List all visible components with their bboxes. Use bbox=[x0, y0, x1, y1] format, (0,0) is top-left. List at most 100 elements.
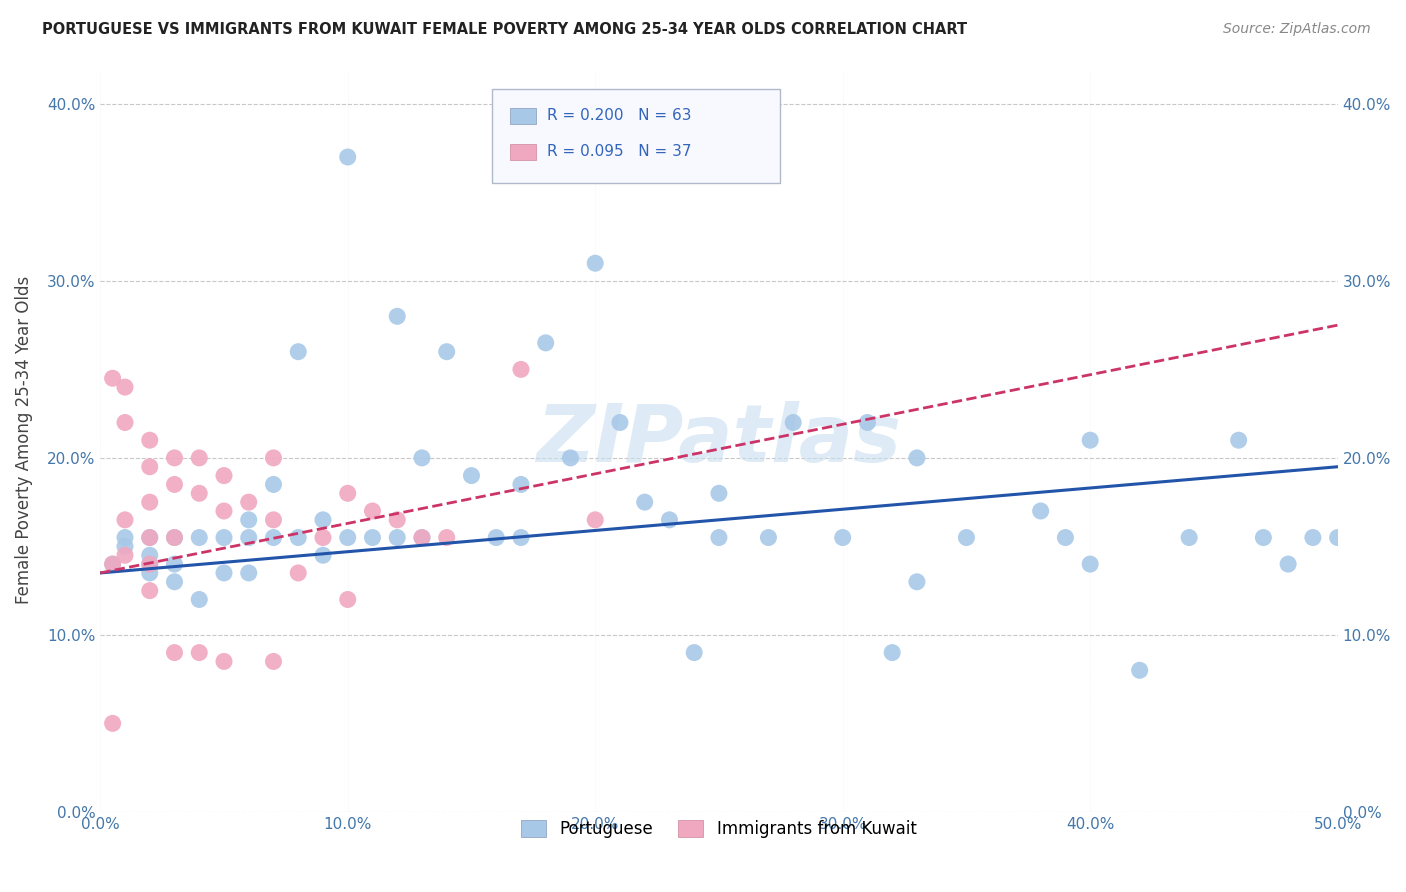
Point bbox=[856, 416, 879, 430]
Point bbox=[238, 531, 260, 545]
Point bbox=[1078, 433, 1101, 447]
Point bbox=[411, 531, 433, 545]
Point bbox=[163, 450, 186, 465]
Point bbox=[436, 344, 458, 359]
Point bbox=[1029, 504, 1052, 518]
Point bbox=[1302, 531, 1324, 545]
Point bbox=[510, 362, 533, 376]
Point bbox=[905, 450, 928, 465]
Point bbox=[1277, 557, 1299, 571]
Point bbox=[831, 531, 853, 545]
Point bbox=[361, 504, 384, 518]
Point bbox=[312, 513, 335, 527]
Point bbox=[609, 416, 631, 430]
Point bbox=[287, 566, 309, 580]
Point bbox=[188, 531, 211, 545]
Point bbox=[683, 646, 706, 660]
Point bbox=[336, 531, 359, 545]
Point bbox=[114, 380, 136, 394]
Point bbox=[114, 531, 136, 545]
Point bbox=[336, 592, 359, 607]
Point bbox=[485, 531, 508, 545]
Point bbox=[163, 574, 186, 589]
Point bbox=[1054, 531, 1077, 545]
Point bbox=[905, 574, 928, 589]
Point bbox=[114, 548, 136, 562]
Point bbox=[238, 566, 260, 580]
Point bbox=[263, 531, 285, 545]
Point bbox=[139, 495, 162, 509]
Text: R = 0.095   N = 37: R = 0.095 N = 37 bbox=[547, 145, 692, 159]
Point bbox=[534, 335, 557, 350]
Point bbox=[139, 531, 162, 545]
Point bbox=[411, 531, 433, 545]
Point bbox=[782, 416, 804, 430]
Point bbox=[658, 513, 681, 527]
Point bbox=[139, 548, 162, 562]
Point bbox=[212, 504, 235, 518]
Point bbox=[955, 531, 977, 545]
Text: ZIPatlas: ZIPatlas bbox=[537, 401, 901, 479]
Point bbox=[238, 513, 260, 527]
Point bbox=[139, 459, 162, 474]
Point bbox=[336, 150, 359, 164]
Text: Source: ZipAtlas.com: Source: ZipAtlas.com bbox=[1223, 22, 1371, 37]
Point bbox=[1227, 433, 1250, 447]
Point bbox=[411, 450, 433, 465]
Point bbox=[1078, 557, 1101, 571]
Point bbox=[510, 531, 533, 545]
Point bbox=[1253, 531, 1275, 545]
Point bbox=[387, 310, 409, 324]
Point bbox=[583, 513, 606, 527]
Point bbox=[634, 495, 657, 509]
Point bbox=[188, 486, 211, 500]
Point bbox=[188, 450, 211, 465]
Point bbox=[163, 531, 186, 545]
Point bbox=[263, 477, 285, 491]
Point bbox=[212, 531, 235, 545]
Point bbox=[312, 548, 335, 562]
Point bbox=[707, 486, 730, 500]
Point bbox=[114, 416, 136, 430]
Point bbox=[238, 495, 260, 509]
Point bbox=[287, 344, 309, 359]
Point bbox=[263, 655, 285, 669]
Point bbox=[101, 716, 124, 731]
Point bbox=[287, 531, 309, 545]
Point bbox=[139, 566, 162, 580]
Point bbox=[188, 646, 211, 660]
Point bbox=[188, 592, 211, 607]
Point bbox=[387, 531, 409, 545]
Point bbox=[212, 566, 235, 580]
Point bbox=[583, 256, 606, 270]
Point bbox=[163, 477, 186, 491]
Point bbox=[101, 557, 124, 571]
Point bbox=[510, 477, 533, 491]
Point bbox=[1326, 531, 1348, 545]
Point bbox=[163, 531, 186, 545]
Point bbox=[139, 557, 162, 571]
Point bbox=[263, 450, 285, 465]
Text: PORTUGUESE VS IMMIGRANTS FROM KUWAIT FEMALE POVERTY AMONG 25-34 YEAR OLDS CORREL: PORTUGUESE VS IMMIGRANTS FROM KUWAIT FEM… bbox=[42, 22, 967, 37]
Point bbox=[212, 468, 235, 483]
Y-axis label: Female Poverty Among 25-34 Year Olds: Female Poverty Among 25-34 Year Olds bbox=[15, 276, 32, 604]
Point bbox=[101, 371, 124, 385]
Point bbox=[139, 583, 162, 598]
Point bbox=[882, 646, 904, 660]
Point bbox=[163, 557, 186, 571]
Point bbox=[312, 531, 335, 545]
Point bbox=[1129, 663, 1152, 677]
Point bbox=[263, 513, 285, 527]
Text: R = 0.200   N = 63: R = 0.200 N = 63 bbox=[547, 109, 692, 123]
Point bbox=[758, 531, 780, 545]
Point bbox=[139, 557, 162, 571]
Point bbox=[114, 540, 136, 554]
Point bbox=[436, 531, 458, 545]
Point bbox=[114, 513, 136, 527]
Point bbox=[139, 433, 162, 447]
Point bbox=[101, 557, 124, 571]
Point bbox=[163, 646, 186, 660]
Point bbox=[212, 655, 235, 669]
Point bbox=[361, 531, 384, 545]
Point bbox=[1178, 531, 1201, 545]
